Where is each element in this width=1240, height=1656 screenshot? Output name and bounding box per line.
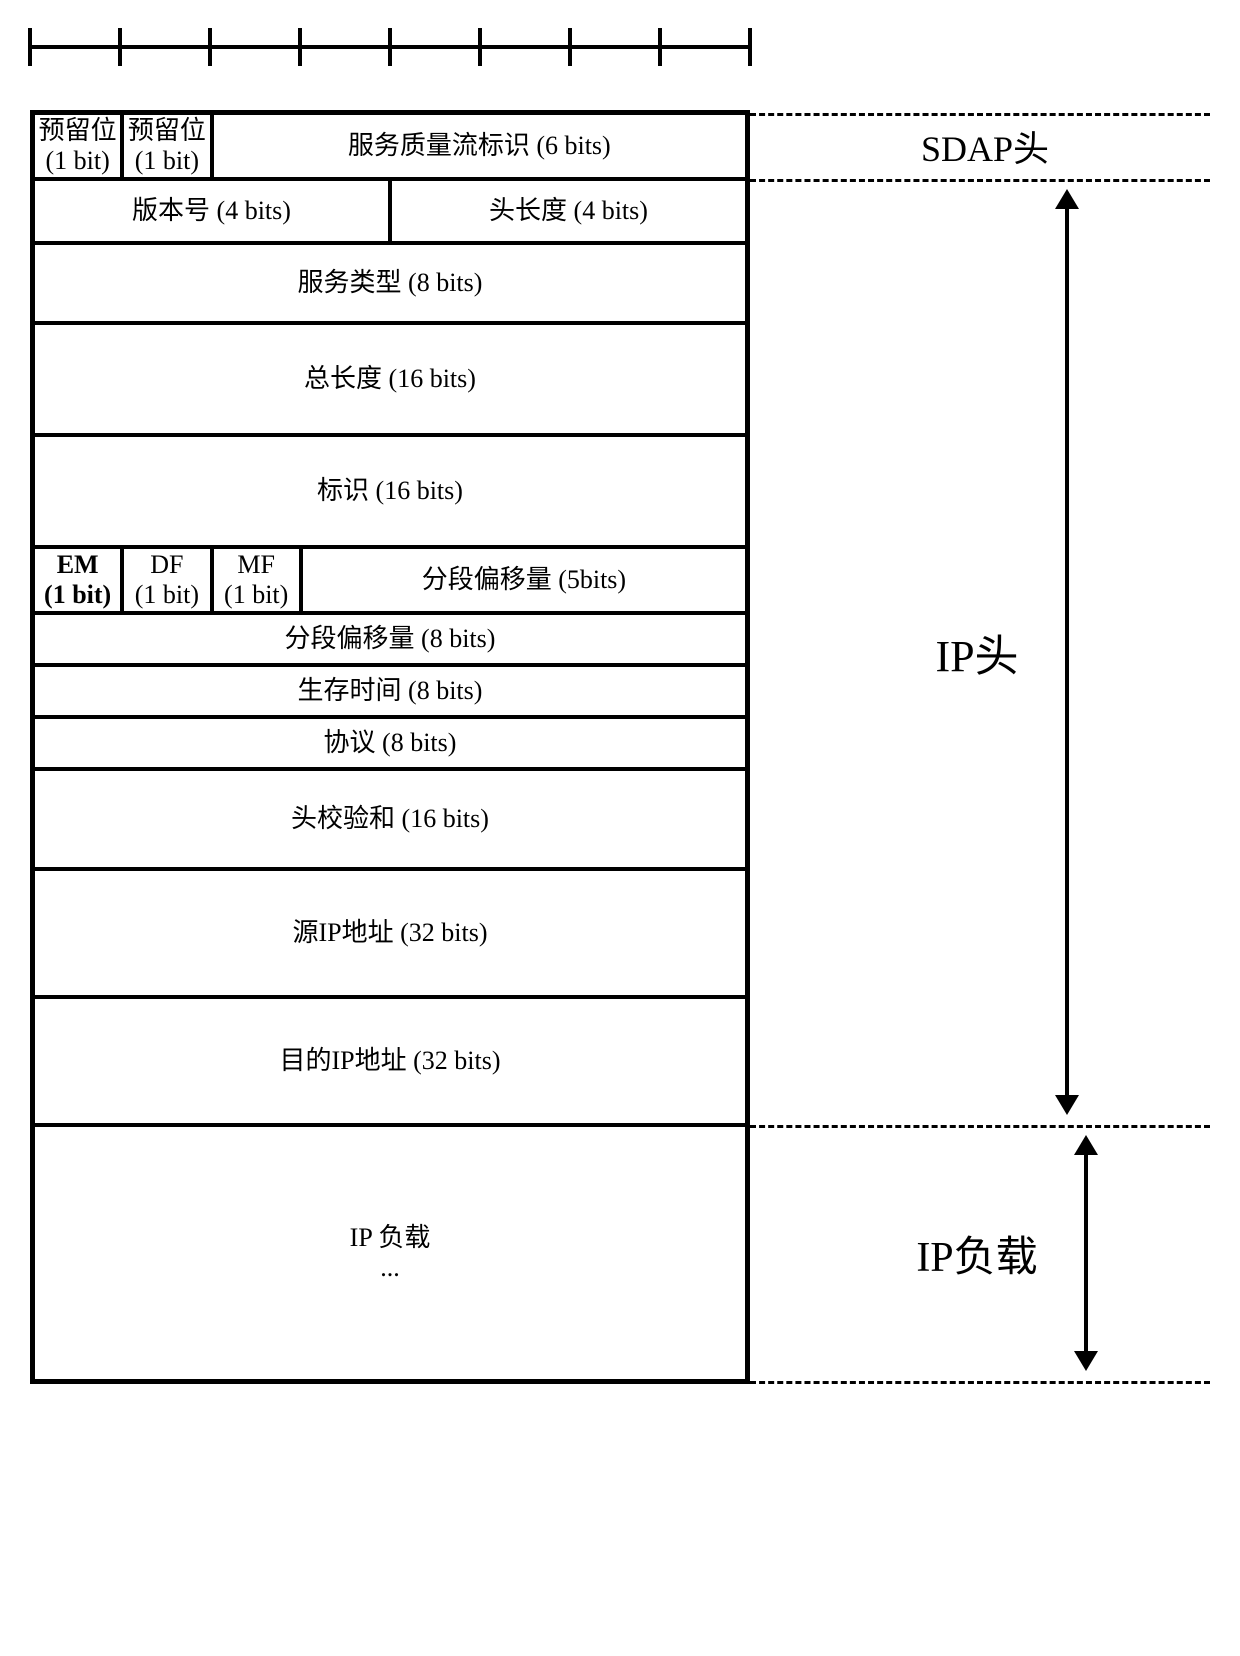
field-cell: 头校验和 (16 bits) xyxy=(33,769,747,869)
main-row: 预留位(1 bit)预留位(1 bit)服务质量流标识 (6 bits)版本号 … xyxy=(20,110,1220,1384)
field-label: 预留位 xyxy=(39,116,117,146)
table-row: 源IP地址 (32 bits) xyxy=(33,869,747,997)
field-cell: 总长度 (16 bits) xyxy=(33,323,747,435)
field-label: 协议 (8 bits) xyxy=(324,728,457,758)
field-label: 预留位 xyxy=(128,116,206,146)
field-cell: DF(1 bit) xyxy=(122,547,211,613)
table-row: 标识 (16 bits) xyxy=(33,435,747,547)
section-dashed-divider xyxy=(750,1381,1210,1384)
sdap-label: SDAP头 xyxy=(750,113,1220,179)
table-row: 预留位(1 bit)预留位(1 bit)服务质量流标识 (6 bits) xyxy=(33,113,747,179)
field-cell: IP 负载... xyxy=(33,1125,747,1381)
packet-table: 预留位(1 bit)预留位(1 bit)服务质量流标识 (6 bits)版本号 … xyxy=(30,110,750,1384)
field-label: MF xyxy=(237,550,275,580)
field-cell: 源IP地址 (32 bits) xyxy=(33,869,747,997)
ruler-tick xyxy=(658,28,662,66)
field-label: 版本号 (4 bits) xyxy=(132,196,291,226)
field-sublabel: (1 bit) xyxy=(44,580,111,610)
field-cell: 头长度 (4 bits) xyxy=(390,179,747,243)
field-label: 总长度 (16 bits) xyxy=(304,364,476,394)
table-row: 目的IP地址 (32 bits) xyxy=(33,997,747,1125)
field-label: 头长度 (4 bits) xyxy=(489,196,648,226)
field-cell: 生存时间 (8 bits) xyxy=(33,665,747,717)
ruler-tick xyxy=(118,28,122,66)
ip-header-label-section: IP头 xyxy=(750,179,1220,1125)
field-label: 目的IP地址 (32 bits) xyxy=(279,1046,500,1076)
ip-payload-label-section: IP负载 xyxy=(750,1125,1220,1381)
table-row: EM(1 bit)DF(1 bit)MF(1 bit)分段偏移量 (5bits) xyxy=(33,547,747,613)
field-label: DF xyxy=(150,550,183,580)
table-row: 服务类型 (8 bits) xyxy=(33,243,747,323)
ruler-tick xyxy=(298,28,302,66)
double-arrow-icon xyxy=(1068,1135,1104,1371)
ruler-tick xyxy=(568,28,572,66)
section-dashed-divider xyxy=(750,113,1210,116)
ruler-tick xyxy=(208,28,212,66)
double-arrow-icon xyxy=(1049,189,1085,1115)
table-row: 头校验和 (16 bits) xyxy=(33,769,747,869)
field-cell: 预留位(1 bit) xyxy=(33,113,122,179)
field-cell: 标识 (16 bits) xyxy=(33,435,747,547)
table-row: 总长度 (16 bits) xyxy=(33,323,747,435)
ip-payload-label-text: IP负载 xyxy=(916,1223,1037,1284)
field-cell: 分段偏移量 (8 bits) xyxy=(33,613,747,665)
field-label: 服务质量流标识 (6 bits) xyxy=(348,131,611,161)
field-cell: 服务类型 (8 bits) xyxy=(33,243,747,323)
labels-area: SDAP头 IP头 IP负载 xyxy=(750,110,1220,1384)
bit-ruler xyxy=(30,20,750,70)
field-sublabel: (1 bit) xyxy=(46,146,110,176)
ip-header-label-text: IP头 xyxy=(935,620,1018,684)
field-cell: 预留位(1 bit) xyxy=(122,113,211,179)
field-label: IP 负载 xyxy=(350,1223,431,1253)
table-row: 协议 (8 bits) xyxy=(33,717,747,769)
table-area: 预留位(1 bit)预留位(1 bit)服务质量流标识 (6 bits)版本号 … xyxy=(30,110,750,1384)
field-cell: 协议 (8 bits) xyxy=(33,717,747,769)
field-label: 源IP地址 (32 bits) xyxy=(292,918,487,948)
field-label: 标识 (16 bits) xyxy=(317,476,463,506)
field-label: 头校验和 (16 bits) xyxy=(291,804,489,834)
field-cell: 分段偏移量 (5bits) xyxy=(301,547,747,613)
field-sublabel: (1 bit) xyxy=(135,580,199,610)
table-row: 分段偏移量 (8 bits) xyxy=(33,613,747,665)
table-row: 版本号 (4 bits) 头长度 (4 bits) xyxy=(33,179,747,243)
ruler-tick xyxy=(388,28,392,66)
field-cell: MF(1 bit) xyxy=(212,547,301,613)
field-cell: EM(1 bit) xyxy=(33,547,122,613)
field-cell: 目的IP地址 (32 bits) xyxy=(33,997,747,1125)
table-row: 生存时间 (8 bits) xyxy=(33,665,747,717)
field-label: 生存时间 (8 bits) xyxy=(298,676,483,706)
sdap-label-text: SDAP头 xyxy=(921,120,1049,172)
field-label: 分段偏移量 (8 bits) xyxy=(285,624,496,654)
field-cell: 服务质量流标识 (6 bits) xyxy=(212,113,747,179)
field-sublabel: (1 bit) xyxy=(224,580,288,610)
ruler-tick xyxy=(28,28,32,66)
ruler-tick xyxy=(478,28,482,66)
table-row: IP 负载... xyxy=(33,1125,747,1381)
field-cell: 版本号 (4 bits) xyxy=(33,179,390,243)
field-sublabel: ... xyxy=(380,1253,400,1283)
field-label: EM xyxy=(57,550,99,580)
field-label: 服务类型 (8 bits) xyxy=(298,268,483,298)
packet-diagram: 预留位(1 bit)预留位(1 bit)服务质量流标识 (6 bits)版本号 … xyxy=(20,20,1220,1384)
field-sublabel: (1 bit) xyxy=(135,146,199,176)
ruler-tick xyxy=(748,28,752,66)
field-label: 分段偏移量 (5bits) xyxy=(422,565,626,595)
